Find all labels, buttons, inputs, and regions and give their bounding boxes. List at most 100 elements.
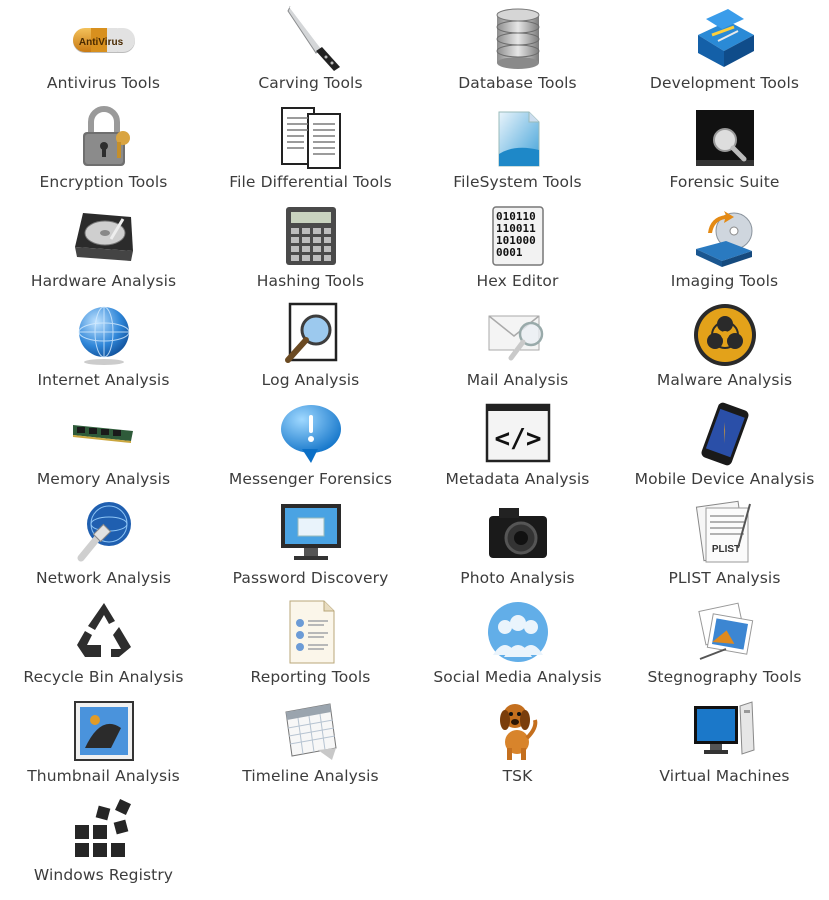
launcher-item-internet-analysis[interactable]: Internet Analysis	[0, 302, 207, 401]
launcher-item-malware-analysis[interactable]: Malware Analysis	[621, 302, 828, 401]
launcher-item-imaging-tools[interactable]: Imaging Tools	[621, 203, 828, 302]
launcher-item-hex-editor[interactable]: 010110 110011 101000 0001 Hex Editor	[414, 203, 621, 302]
item-label: Reporting Tools	[250, 668, 371, 686]
log-magnifier-icon	[278, 302, 344, 368]
memory-module-icon	[71, 401, 137, 467]
launcher-item-mobile-device-analysis[interactable]: Mobile Device Analysis	[621, 401, 828, 500]
item-label: Antivirus Tools	[46, 74, 161, 92]
launcher-item-metadata-analysis[interactable]: </> Metadata Analysis	[414, 401, 621, 500]
item-label: Internet Analysis	[37, 371, 170, 389]
item-label: Forensic Suite	[669, 173, 780, 191]
launcher-item-messenger-forensics[interactable]: Messenger Forensics	[207, 401, 414, 500]
launcher-item-photo-analysis[interactable]: Photo Analysis	[414, 500, 621, 599]
binary-file-icon: 010110 110011 101000 0001	[485, 203, 551, 269]
item-label: Mobile Device Analysis	[634, 470, 815, 488]
item-label: Password Discovery	[232, 569, 389, 587]
item-label: Photo Analysis	[460, 569, 575, 587]
launcher-item-social-media-analysis[interactable]: Social Media Analysis	[414, 599, 621, 698]
launcher-item-hashing-tools[interactable]: Hashing Tools	[207, 203, 414, 302]
calendar-icon	[278, 698, 344, 764]
mail-magnifier-icon	[485, 302, 551, 368]
launcher-item-virtual-machines[interactable]: Virtual Machines	[621, 698, 828, 797]
item-label: Virtual Machines	[659, 767, 790, 785]
registry-blocks-icon	[71, 797, 137, 863]
recycle-icon	[71, 599, 137, 665]
item-label: Log Analysis	[261, 371, 360, 389]
svg-text:AntiVirus: AntiVirus	[78, 37, 123, 48]
photo-stack-icon	[692, 599, 758, 665]
item-label: Recycle Bin Analysis	[23, 668, 184, 686]
launcher-item-network-analysis[interactable]: Network Analysis	[0, 500, 207, 599]
launcher-item-hardware-analysis[interactable]: Hardware Analysis	[0, 203, 207, 302]
filesystem-icon	[485, 104, 551, 170]
launcher-item-filesystem-tools[interactable]: FileSystem Tools	[414, 104, 621, 203]
item-label: TSK	[502, 767, 533, 785]
item-label: Social Media Analysis	[433, 668, 602, 686]
launcher-item-file-differential-tools[interactable]: File Differential Tools	[207, 104, 414, 203]
item-label: Carving Tools	[258, 74, 363, 92]
item-label: Hex Editor	[476, 272, 559, 290]
knife-icon	[278, 5, 344, 71]
launcher-item-mail-analysis[interactable]: Mail Analysis	[414, 302, 621, 401]
magnifier-monitor-icon	[692, 104, 758, 170]
database-icon	[485, 5, 551, 71]
launcher-item-windows-registry[interactable]: Windows Registry	[0, 797, 207, 896]
toolbox-icon	[692, 5, 758, 71]
hex-line: 110011	[496, 222, 536, 235]
report-document-icon	[278, 599, 344, 665]
item-label: Hashing Tools	[256, 272, 365, 290]
launcher-item-carving-tools[interactable]: Carving Tools	[207, 5, 414, 104]
globe-icon	[71, 302, 137, 368]
item-label: Messenger Forensics	[228, 470, 393, 488]
dog-icon	[485, 698, 551, 764]
people-icon	[485, 599, 551, 665]
item-label: File Differential Tools	[229, 173, 392, 191]
launcher-item-reporting-tools[interactable]: Reporting Tools	[207, 599, 414, 698]
launcher-item-plist-analysis[interactable]: PLIST PLIST Analysis	[621, 500, 828, 599]
launcher-item-memory-analysis[interactable]: Memory Analysis	[0, 401, 207, 500]
thumbnail-icon	[71, 698, 137, 764]
camera-icon	[485, 500, 551, 566]
plist-document-icon: PLIST	[692, 500, 758, 566]
launcher-item-recycle-bin-analysis[interactable]: Recycle Bin Analysis	[0, 599, 207, 698]
item-label: Encryption Tools	[39, 173, 168, 191]
hex-line: 101000	[496, 234, 536, 247]
item-label: Stegnography Tools	[647, 668, 802, 686]
hex-line: 0001	[496, 246, 523, 259]
item-label: Database Tools	[458, 74, 577, 92]
monitor-icon	[278, 500, 344, 566]
hex-line: 010110	[496, 210, 536, 223]
smartphone-icon	[692, 401, 758, 467]
item-label: Network Analysis	[35, 569, 172, 587]
disk-imaging-icon	[692, 203, 758, 269]
launcher-item-stegnography-tools[interactable]: Stegnography Tools	[621, 599, 828, 698]
launcher-item-password-discovery[interactable]: Password Discovery	[207, 500, 414, 599]
launcher-item-timeline-analysis[interactable]: Timeline Analysis	[207, 698, 414, 797]
launcher-item-tsk[interactable]: TSK	[414, 698, 621, 797]
item-label: Thumbnail Analysis	[27, 767, 180, 785]
item-label: FileSystem Tools	[453, 173, 582, 191]
launcher-item-development-tools[interactable]: Development Tools	[621, 5, 828, 104]
code-tag-text: </>	[494, 424, 541, 454]
launcher-item-encryption-tools[interactable]: Encryption Tools	[0, 104, 207, 203]
item-label: Mail Analysis	[466, 371, 569, 389]
code-tag-icon: </>	[485, 401, 551, 467]
item-label: Malware Analysis	[656, 371, 793, 389]
plist-text: PLIST	[711, 544, 739, 555]
launcher-item-forensic-suite[interactable]: Forensic Suite	[621, 104, 828, 203]
launcher-item-antivirus-tools[interactable]: AntiVirus Antivirus Tools	[0, 5, 207, 104]
item-label: Imaging Tools	[670, 272, 779, 290]
virtual-monitor-icon	[692, 698, 758, 764]
padlock-icon	[71, 104, 137, 170]
biohazard-icon	[692, 302, 758, 368]
item-label: Hardware Analysis	[30, 272, 177, 290]
item-label: Development Tools	[649, 74, 800, 92]
item-label: Windows Registry	[33, 866, 174, 884]
launcher-item-database-tools[interactable]: Database Tools	[414, 5, 621, 104]
calculator-icon	[278, 203, 344, 269]
antivirus-icon: AntiVirus	[71, 5, 137, 71]
launcher-item-thumbnail-analysis[interactable]: Thumbnail Analysis	[0, 698, 207, 797]
item-label: PLIST Analysis	[668, 569, 781, 587]
launcher-item-log-analysis[interactable]: Log Analysis	[207, 302, 414, 401]
